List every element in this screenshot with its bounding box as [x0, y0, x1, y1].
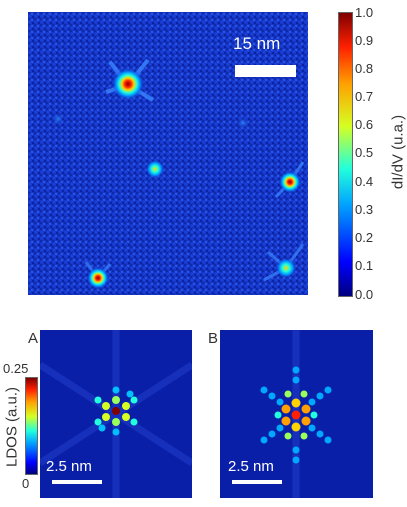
panel-a-scale-label: 2.5 nm	[46, 458, 92, 475]
panel-a-lattice	[94, 386, 138, 436]
tick-0-5: 0.5	[355, 145, 374, 160]
tick-0-4: 0.4	[355, 174, 374, 189]
tick-0-6: 0.6	[355, 117, 374, 132]
panel-a-scale-bar	[52, 480, 102, 484]
colorbar-top-label: dI/dV (u.a.)	[389, 114, 407, 190]
tick-0-9: 0.9	[355, 33, 374, 48]
colorbar-top	[338, 12, 353, 297]
tick-0-8: 0.8	[355, 61, 374, 76]
tick-0-0: 0.0	[355, 287, 374, 302]
scale-bar	[235, 65, 296, 77]
colorbar-a-tick-min: 0	[22, 476, 30, 491]
colorbar-a	[25, 377, 38, 475]
tick-0-2: 0.2	[355, 230, 374, 245]
tick-0-1: 0.1	[355, 258, 374, 273]
panel-b-scale-label: 2.5 nm	[228, 458, 274, 475]
panel-a-letter: A	[28, 330, 39, 347]
panel-b-core	[274, 390, 318, 440]
panel-b-star-arms	[260, 366, 332, 464]
colorbar-a-tick-max: 0.25	[3, 361, 29, 376]
panel-b-letter: B	[208, 330, 219, 347]
panel-a-map: 2.5 nm	[40, 330, 192, 498]
panel-b-map: 2.5 nm	[220, 330, 373, 498]
panel-b-scale-bar	[232, 480, 282, 484]
tick-1-0: 1.0	[355, 5, 374, 20]
scale-bar-label: 15 nm	[233, 34, 281, 53]
colorbar-a-label: LDOS (a.u.)	[3, 386, 21, 468]
tick-0-3: 0.3	[355, 202, 374, 217]
tick-0-7: 0.7	[355, 89, 374, 104]
stm-map: 15 nm	[28, 12, 308, 295]
